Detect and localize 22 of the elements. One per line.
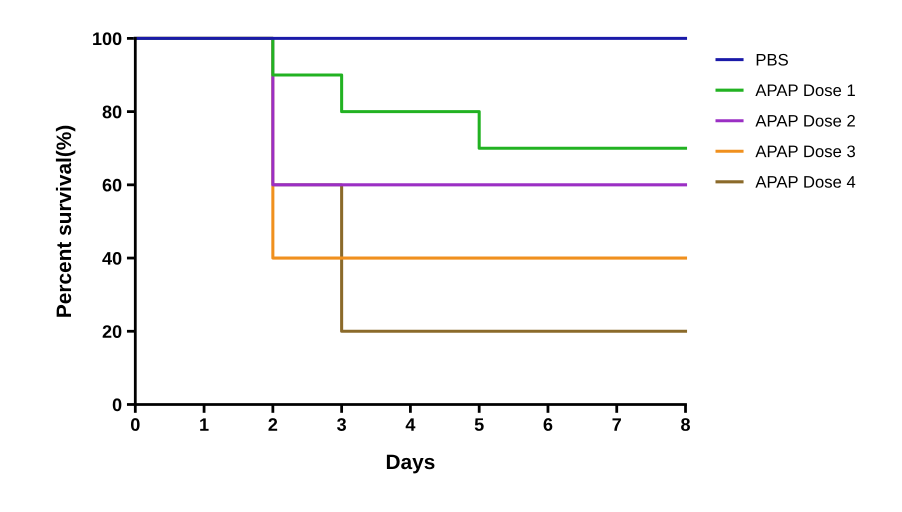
x-tick-label: 2 (268, 418, 278, 431)
legend-label: PBS (756, 54, 788, 66)
x-tick-label: 0 (130, 418, 140, 431)
y-tick-label: 100 (93, 32, 122, 46)
x-tick-label: 8 (681, 418, 690, 431)
y-tick-label: 80 (102, 106, 122, 118)
y-tick-label: 60 (102, 178, 122, 192)
legend-label: APAP Dose 1 (755, 84, 855, 96)
x-tick-label: 4 (406, 418, 416, 431)
x-tick-label: 1 (200, 418, 209, 431)
legend-label: APAP Dose 2 (755, 114, 855, 127)
y-tick-label: 0 (112, 398, 122, 412)
y-tick-label: 40 (102, 252, 122, 265)
x-tick-label: 3 (337, 418, 346, 431)
x-tick-label: 7 (612, 418, 621, 431)
y-tick-label: 20 (102, 325, 122, 338)
legend-label: APAP Dose 3 (755, 145, 856, 158)
x-axis-title: Days (386, 454, 434, 474)
x-tick-label: 5 (474, 418, 484, 431)
legend-label: APAP Dose 4 (755, 176, 856, 188)
x-tick-label: 6 (544, 418, 552, 431)
y-axis-title: Percent survival(%) (56, 126, 76, 317)
